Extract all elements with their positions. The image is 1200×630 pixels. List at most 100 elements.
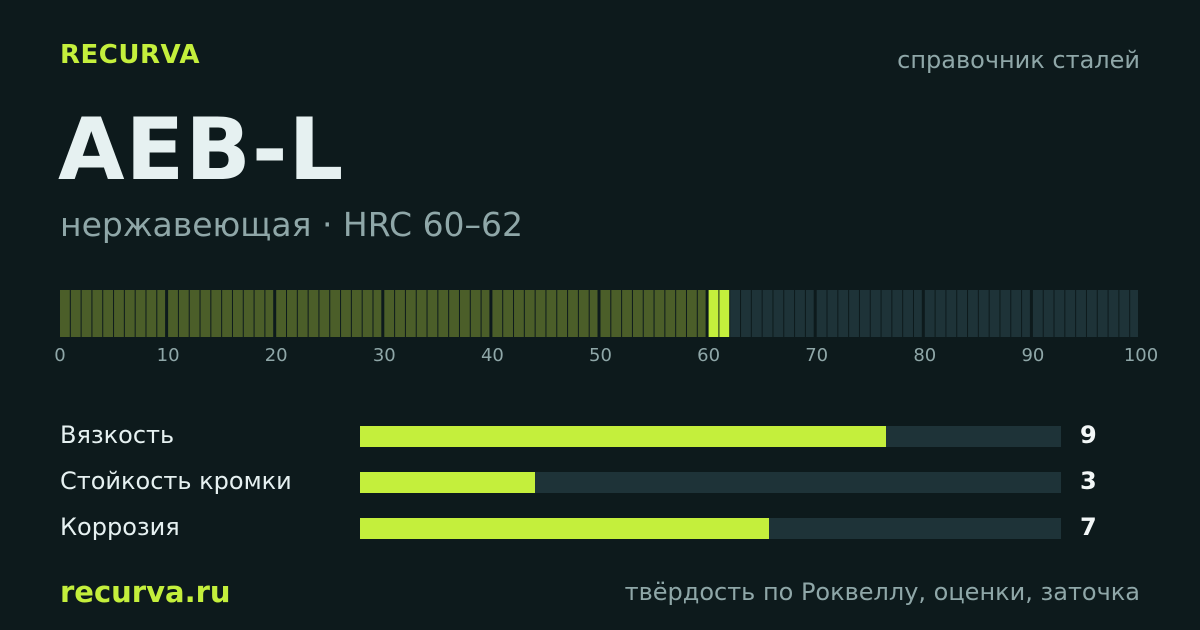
- metric-bar-fill: [360, 518, 769, 539]
- hardness-segment: [232, 290, 243, 337]
- hardness-segment: [297, 290, 308, 337]
- hardness-segment: [81, 290, 92, 337]
- hardness-segment: [751, 290, 762, 337]
- hardness-segment: [1130, 290, 1138, 337]
- hardness-segment: [114, 290, 124, 337]
- hardness-segment: [1011, 290, 1022, 337]
- hardness-segment: [546, 290, 557, 337]
- metric-label-edge-retention: Стойкость кромки: [60, 467, 292, 495]
- hardness-segment: [492, 290, 503, 337]
- scale-tick-label: 80: [913, 345, 937, 366]
- hardness-segment: [719, 290, 730, 337]
- hardness-segment: [265, 290, 274, 337]
- metric-bar-fill: [360, 426, 886, 447]
- hardness-segment: [989, 290, 1000, 337]
- metric-bar-fill: [360, 472, 536, 493]
- hardness-segment: [935, 290, 946, 337]
- hardness-segment: [470, 290, 481, 337]
- hardness-segment: [168, 290, 178, 337]
- metric-label-toughness: Вязкость: [60, 421, 175, 449]
- hardness-segment: [135, 290, 146, 337]
- hardness-segment: [276, 290, 287, 337]
- hardness-segment: [795, 290, 805, 337]
- hardness-segment: [578, 290, 589, 337]
- site-link[interactable]: recurva.ru: [60, 575, 231, 609]
- hardness-segment: [568, 290, 578, 337]
- hardness-segment: [351, 290, 362, 337]
- hardness-segment: [146, 290, 157, 337]
- hardness-segment: [1119, 290, 1130, 337]
- hardness-segment: [514, 290, 524, 337]
- hardness-segment: [362, 290, 373, 337]
- hardness-segment: [481, 290, 490, 337]
- hardness-segment: [903, 290, 913, 337]
- hardness-segment: [838, 290, 849, 337]
- hardness-segment: [211, 290, 222, 337]
- scale-tick-label: 70: [805, 345, 829, 366]
- brand-logo: RECURVA: [60, 40, 200, 70]
- hardness-segment: [1086, 290, 1097, 337]
- hardness-segment: [395, 290, 405, 337]
- hardness-segment: [189, 290, 200, 337]
- hardness-segment: [676, 290, 686, 337]
- steel-name: AEB-L: [58, 100, 345, 200]
- hardness-segment: [92, 290, 103, 337]
- hardness-segment: [427, 290, 438, 337]
- hardness-segment: [384, 290, 395, 337]
- tagline: справочник сталей: [897, 46, 1140, 74]
- hardness-segment: [200, 290, 211, 337]
- hardness-segment: [524, 290, 535, 337]
- scale-tick-label: 100: [1123, 345, 1159, 366]
- hardness-segment: [405, 290, 416, 337]
- metric-bar-toughness: [360, 426, 1061, 447]
- hardness-segment: [1043, 290, 1054, 337]
- metric-bar-corrosion: [360, 518, 1061, 539]
- hardness-segment: [373, 290, 382, 337]
- hardness-segment: [330, 290, 341, 337]
- hardness-segment: [70, 290, 81, 337]
- hardness-segment: [438, 290, 449, 337]
- hardness-segment: [686, 290, 697, 337]
- hardness-segment: [957, 290, 968, 337]
- hardness-segment: [1022, 290, 1030, 337]
- hardness-segment: [892, 290, 903, 337]
- hardness-segment: [849, 290, 859, 337]
- metric-value-toughness: 9: [1080, 421, 1097, 449]
- hardness-segment: [557, 290, 568, 337]
- hardness-scale: [60, 290, 1138, 337]
- hardness-segment: [611, 290, 622, 337]
- hardness-segment: [222, 290, 232, 337]
- hardness-segment: [124, 290, 135, 337]
- hardness-scale-ticks: 0 10 20 30 40 50 60 70 80 90 100: [54, 345, 1158, 369]
- hardness-segment: [741, 290, 751, 337]
- hardness-segment: [1097, 290, 1108, 337]
- scale-tick-label: 30: [372, 345, 396, 366]
- hardness-segment: [622, 290, 632, 337]
- hardness-segment: [1076, 290, 1086, 337]
- hardness-segment: [503, 290, 514, 337]
- hardness-segment: [708, 290, 719, 337]
- hardness-segment: [157, 290, 166, 337]
- hardness-segment: [319, 290, 330, 337]
- hardness-segment: [535, 290, 546, 337]
- hardness-segment: [1054, 290, 1065, 337]
- hardness-segment: [762, 290, 773, 337]
- hardness-segment: [1000, 290, 1011, 337]
- hardness-segment: [805, 290, 814, 337]
- hardness-segment: [416, 290, 427, 337]
- metric-label-corrosion: Коррозия: [60, 513, 180, 541]
- scale-tick-label: 40: [480, 345, 504, 366]
- metric-value-edge-retention: 3: [1080, 467, 1097, 495]
- hardness-segment: [1108, 290, 1119, 337]
- hardness-segment: [697, 290, 706, 337]
- hardness-segment: [589, 290, 598, 337]
- hardness-segment: [287, 290, 297, 337]
- hardness-segment: [459, 290, 470, 337]
- hardness-segment: [178, 290, 189, 337]
- scale-tick-label: 10: [156, 345, 180, 366]
- hardness-segment: [654, 290, 665, 337]
- hardness-segment: [859, 290, 870, 337]
- hardness-segment: [730, 290, 741, 337]
- hardness-segment: [103, 290, 114, 337]
- hardness-segment: [632, 290, 643, 337]
